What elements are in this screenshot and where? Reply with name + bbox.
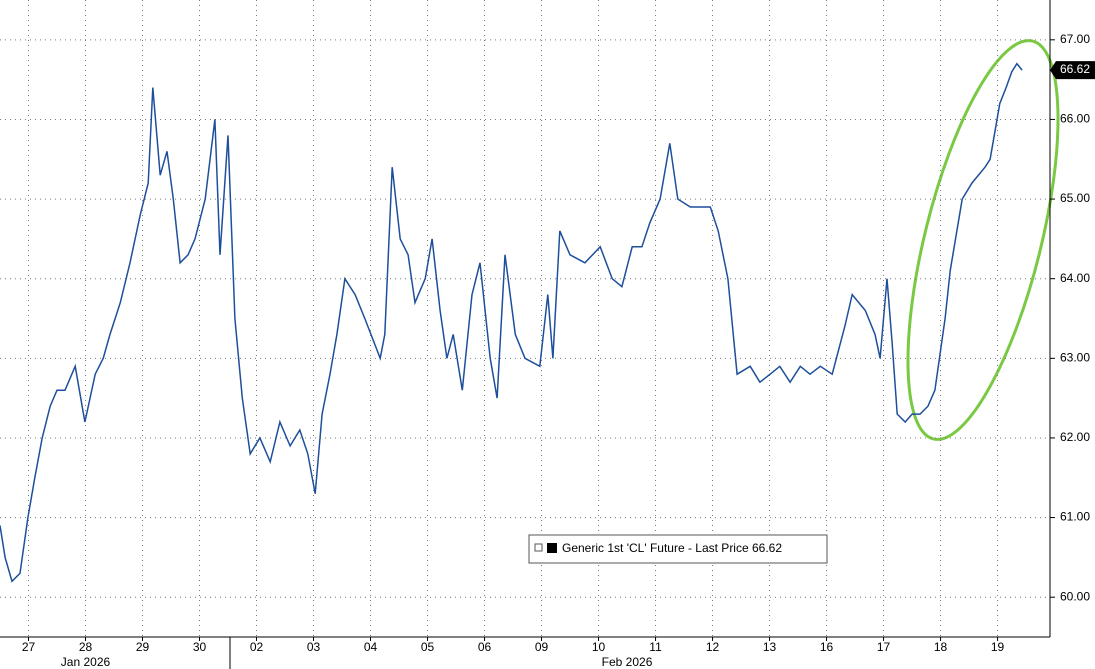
x-tick-label: 10 <box>592 640 606 654</box>
month-label: Jan 2026 <box>61 655 111 669</box>
last-price-tag: 66.62 <box>1060 62 1090 76</box>
x-tick-label: 28 <box>79 640 93 654</box>
y-tick-label: 62.00 <box>1060 430 1090 444</box>
legend-swatch <box>547 543 557 553</box>
x-tick-label: 04 <box>364 640 378 654</box>
x-tick-label: 05 <box>421 640 435 654</box>
x-tick-label: 30 <box>193 640 207 654</box>
x-tick-label: 29 <box>136 640 150 654</box>
x-tick-label: 27 <box>22 640 36 654</box>
highlight-ellipse <box>906 39 1060 441</box>
y-tick-label: 61.00 <box>1060 510 1090 524</box>
y-tick-label: 63.00 <box>1060 350 1090 364</box>
legend-box <box>528 534 828 564</box>
month-label: Feb 2026 <box>602 655 653 669</box>
y-tick-label: 60.00 <box>1060 589 1090 603</box>
price-line <box>0 62 1023 583</box>
x-tick-label: 19 <box>991 640 1005 654</box>
legend: Generic 1st 'CL' Future - Last Price 66.… <box>528 534 828 564</box>
legend-label: Generic 1st 'CL' Future - Last Price 66.… <box>562 541 782 555</box>
x-tick-label: 16 <box>820 640 834 654</box>
x-tick-label: 06 <box>478 640 492 654</box>
y-tick-label: 66.00 <box>1060 112 1090 126</box>
x-tick-label: 18 <box>934 640 948 654</box>
x-tick-label: 09 <box>535 640 549 654</box>
x-tick-label: 17 <box>877 640 891 654</box>
legend-toggle <box>534 543 543 552</box>
x-tick-label: 13 <box>763 640 777 654</box>
x-tick-label: 03 <box>307 640 321 654</box>
x-tick-label: 12 <box>706 640 720 654</box>
x-tick-label: 11 <box>649 640 662 654</box>
x-tick-label: 02 <box>250 640 264 654</box>
y-tick-label: 65.00 <box>1060 191 1090 205</box>
y-tick-label: 64.00 <box>1060 271 1090 285</box>
last-price-tag-bg <box>1050 61 1095 80</box>
y-tick-label: 67.00 <box>1060 32 1090 46</box>
